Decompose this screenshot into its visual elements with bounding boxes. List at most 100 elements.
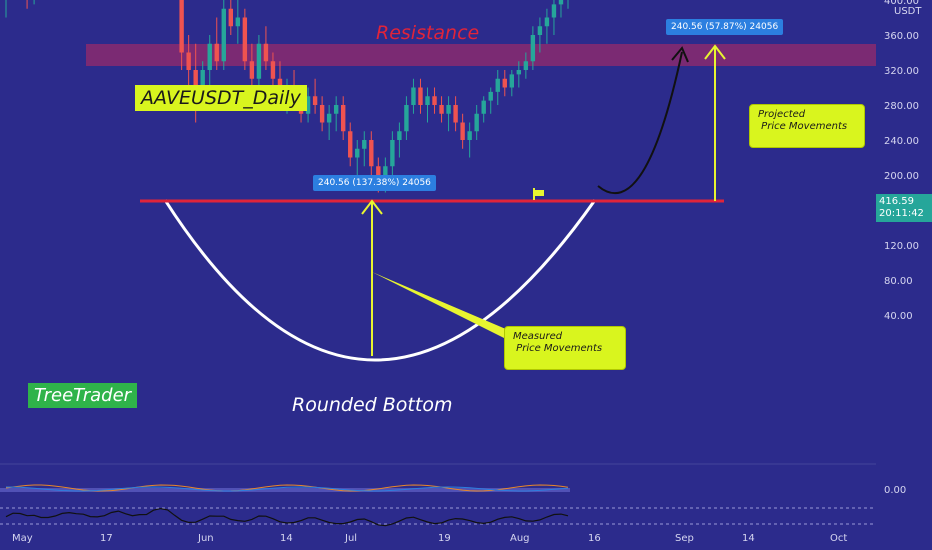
candle xyxy=(390,131,395,175)
candle xyxy=(523,52,529,79)
resistance-label: Resistance xyxy=(376,22,480,44)
price-tick: 0.00 xyxy=(884,485,906,496)
bar-countdown: 20:11:42 xyxy=(879,208,924,219)
measure-label-1: 240.56 (137.38%) 24056 xyxy=(313,175,436,191)
price-tick: 320.00 xyxy=(884,66,919,77)
candle xyxy=(425,87,430,123)
measured-line-2: Price Movements xyxy=(513,343,603,354)
candle xyxy=(270,52,276,88)
macd-line xyxy=(5,484,569,492)
candle xyxy=(404,96,409,140)
last-price-tag: 416.59 20:11:42 xyxy=(876,194,932,222)
candle xyxy=(453,96,458,132)
chart-title: AAVEUSDT_Daily xyxy=(135,85,307,111)
time-tick: 17 xyxy=(100,533,113,544)
candle xyxy=(439,96,444,123)
time-tick: 19 xyxy=(438,533,451,544)
candle xyxy=(362,131,367,167)
candle xyxy=(544,8,550,44)
candle xyxy=(516,61,522,88)
candle xyxy=(488,87,493,114)
candle xyxy=(5,0,7,18)
candle xyxy=(558,0,564,18)
pattern-label: Rounded Bottom xyxy=(292,394,453,416)
candle xyxy=(432,87,437,114)
candle xyxy=(333,96,339,132)
candle xyxy=(312,78,318,114)
candle xyxy=(207,35,212,88)
candle xyxy=(369,131,374,175)
candle xyxy=(179,0,184,70)
candle xyxy=(509,70,514,97)
projection-arrow xyxy=(597,51,683,195)
candle xyxy=(249,43,255,88)
candle xyxy=(256,35,262,88)
candle xyxy=(305,87,311,123)
candle xyxy=(341,96,346,140)
time-tick: Oct xyxy=(830,533,847,544)
candle xyxy=(228,0,233,35)
brand-label: TreeTrader xyxy=(28,383,138,408)
candle xyxy=(502,70,507,97)
projected-callout: Projected Price Movements xyxy=(749,104,865,148)
candle xyxy=(551,0,557,35)
candle xyxy=(411,78,416,114)
candle xyxy=(326,105,332,140)
candle xyxy=(537,17,543,53)
measure-label-2: 240.56 (57.87%) 24056 xyxy=(666,19,784,35)
candle xyxy=(355,140,360,175)
measured-pointer xyxy=(372,272,520,340)
price-tick: 40.00 xyxy=(884,311,913,322)
candle xyxy=(263,26,269,70)
measure-arrow-1 xyxy=(361,199,383,215)
candle xyxy=(235,0,241,44)
time-tick: Aug xyxy=(510,533,530,544)
candle xyxy=(474,105,479,140)
price-tick: 240.00 xyxy=(884,136,919,147)
candle xyxy=(418,78,423,114)
time-tick: Jun xyxy=(197,533,214,544)
time-tick: May xyxy=(12,533,33,544)
measured-line-1: Measured xyxy=(513,331,563,342)
candle xyxy=(481,96,486,123)
candle xyxy=(530,26,536,70)
price-tick: 400.00 xyxy=(884,0,919,7)
candle xyxy=(319,96,325,132)
time-tick: 16 xyxy=(588,533,601,544)
rsi-line xyxy=(5,507,569,527)
candle xyxy=(26,0,28,9)
candle xyxy=(221,0,226,70)
macd-histogram xyxy=(0,488,570,492)
time-tick: 14 xyxy=(280,533,293,544)
candle xyxy=(495,70,500,105)
axis-unit: USDT xyxy=(894,6,922,17)
projection-arrowhead xyxy=(671,46,689,63)
measured-callout: Measured Price Movements xyxy=(504,326,626,370)
candle xyxy=(446,96,451,132)
candle xyxy=(242,8,248,70)
time-tick: Sep xyxy=(675,533,694,544)
resistance-zone xyxy=(86,44,876,66)
rounded-bottom-curve xyxy=(163,199,597,362)
projected-line-1: Projected xyxy=(758,109,806,120)
measure-arrow-2 xyxy=(704,44,726,60)
price-tick: 280.00 xyxy=(884,101,919,112)
candle xyxy=(348,122,353,167)
time-axis[interactable]: May 17 Jun 14 Jul 19 Aug 16 Sep 14 Oct xyxy=(12,533,847,544)
macd-signal-line xyxy=(5,486,569,492)
candle xyxy=(460,113,465,149)
projected-line-2: Price Movements xyxy=(758,121,848,132)
price-tick: 200.00 xyxy=(884,171,919,182)
time-tick: Jul xyxy=(344,533,357,544)
candle xyxy=(214,17,219,70)
price-tick: 120.00 xyxy=(884,241,919,252)
candle xyxy=(397,122,402,158)
time-tick: 14 xyxy=(742,533,755,544)
candle xyxy=(467,122,472,158)
flag-icon xyxy=(534,190,544,196)
candle xyxy=(567,0,569,9)
last-price: 416.59 xyxy=(879,196,914,207)
price-tick: 360.00 xyxy=(884,31,919,42)
price-tick: 80.00 xyxy=(884,276,913,287)
